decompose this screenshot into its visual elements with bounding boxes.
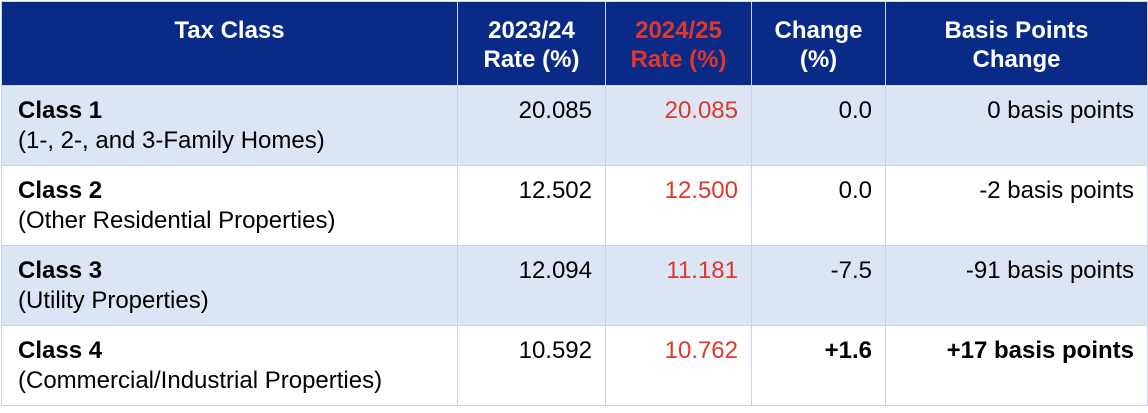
table-row: Class 1 (1-, 2-, and 3-Family Homes) 20.… (1, 85, 1148, 166)
class-name: Class 4 (18, 337, 103, 364)
tax-class-cell: Class 1 (1-, 2-, and 3-Family Homes) (1, 85, 458, 166)
rate-2024-25-cell: 11.181 (605, 245, 752, 326)
rate-2024-25-cell: 12.500 (605, 165, 752, 246)
tax-rate-table: Tax Class 2023/24 Rate (%) 2024/25 Rate … (1, 1, 1148, 406)
rate-2023-24-cell: 12.502 (457, 165, 606, 246)
basis-points-cell: +17 basis points (885, 325, 1148, 406)
header-rate-2023-24-line1: 2023/24 (488, 17, 575, 44)
class-description: (1-, 2-, and 3-Family Homes) (18, 127, 325, 154)
table-row: Class 2 (Other Residential Properties) 1… (1, 165, 1148, 246)
header-rate-2023-24: 2023/24 Rate (%) (457, 1, 606, 86)
header-change-line1: Change (774, 17, 863, 44)
rate-2023-24-cell: 12.094 (457, 245, 606, 326)
class-description: (Commercial/Industrial Properties) (18, 367, 383, 394)
change-cell: +1.6 (751, 325, 886, 406)
header-rate-2024-25: 2024/25 Rate (%) (605, 1, 752, 86)
change-cell: -7.5 (751, 245, 886, 326)
rate-2023-24-cell: 20.085 (457, 85, 606, 166)
class-name: Class 2 (18, 177, 103, 204)
basis-points-cell: -91 basis points (885, 245, 1148, 326)
class-name: Class 3 (18, 257, 103, 284)
header-rate-2024-25-line2: Rate (%) (630, 46, 727, 73)
header-rate-2023-24-line2: Rate (%) (483, 46, 580, 73)
header-basis-points-line2: Change (972, 46, 1061, 73)
basis-points-cell: -2 basis points (885, 165, 1148, 246)
class-description: (Other Residential Properties) (18, 207, 336, 234)
rate-2023-24-cell: 10.592 (457, 325, 606, 406)
header-row: Tax Class 2023/24 Rate (%) 2024/25 Rate … (1, 1, 1148, 86)
header-change: Change (%) (751, 1, 886, 86)
rate-2024-25-cell: 20.085 (605, 85, 752, 166)
tax-class-cell: Class 2 (Other Residential Properties) (1, 165, 458, 246)
class-description: (Utility Properties) (18, 287, 209, 314)
table-row: Class 3 (Utility Properties) 12.094 11.1… (1, 245, 1148, 326)
header-rate-2024-25-line1: 2024/25 (635, 17, 722, 44)
change-cell: 0.0 (751, 165, 886, 246)
header-change-line2: (%) (799, 46, 838, 73)
rate-2024-25-cell: 10.762 (605, 325, 752, 406)
header-basis-points: Basis Points Change (885, 1, 1148, 86)
table-row: Class 4 (Commercial/Industrial Propertie… (1, 325, 1148, 406)
header-tax-class-label: Tax Class (174, 17, 285, 44)
header-tax-class: Tax Class (1, 1, 458, 86)
tax-class-cell: Class 3 (Utility Properties) (1, 245, 458, 326)
tax-class-cell: Class 4 (Commercial/Industrial Propertie… (1, 325, 458, 406)
class-name: Class 1 (18, 97, 103, 124)
change-cell: 0.0 (751, 85, 886, 166)
table-body: Class 1 (1-, 2-, and 3-Family Homes) 20.… (1, 85, 1148, 406)
basis-points-cell: 0 basis points (885, 85, 1148, 166)
table-header: Tax Class 2023/24 Rate (%) 2024/25 Rate … (1, 1, 1148, 86)
header-basis-points-line1: Basis Points (944, 17, 1089, 44)
